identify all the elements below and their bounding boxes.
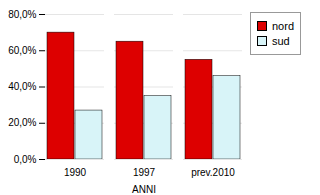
svg-text:0,0%: 0,0% [14, 154, 37, 165]
svg-text:60,0%: 60,0% [8, 45, 36, 56]
svg-text:1990: 1990 [64, 167, 87, 178]
html-text:sud: sud [272, 35, 290, 47]
svg-text:80,0%: 80,0% [8, 9, 36, 20]
svg-text:prev.2010: prev.2010 [191, 167, 235, 178]
svg-text:20,0%: 20,0% [8, 117, 36, 128]
svg-text:40,0%: 40,0% [8, 81, 36, 92]
svg-text:1997: 1997 [133, 167, 156, 178]
svg-text:ANNI: ANNI [132, 184, 156, 195]
html-text:nord: nord [272, 20, 294, 32]
